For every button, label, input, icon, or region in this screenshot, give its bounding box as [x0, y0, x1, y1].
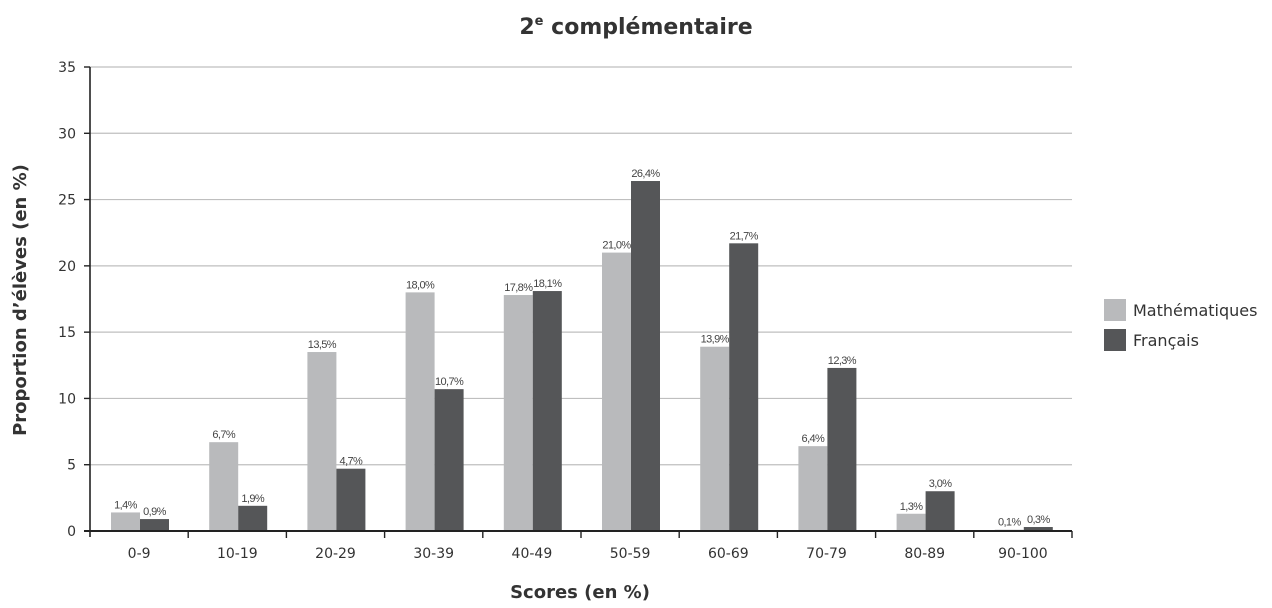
- bar-math-20-29: [307, 352, 337, 531]
- y-axis-title: Proportion d’élèves (en %): [10, 164, 31, 436]
- data-label-francais-0-9: 0,9%: [143, 506, 166, 518]
- legend-label-math: Mathématiques: [1133, 301, 1257, 320]
- x-axis-title: Scores (en %): [510, 582, 650, 603]
- x-tick-labels: 0-9 10-19 20-29 30-39 40-49 50-59 60-69 70-79 80…: [128, 546, 1048, 562]
- data-label-francais-80-89: 3,0%: [929, 478, 952, 490]
- chart-title-superscript: e: [535, 14, 544, 29]
- data-label-math-10-19: 6,7%: [212, 429, 235, 441]
- data-label-math-50-59: 21,0%: [602, 240, 631, 252]
- x-tick-label-20-29: 20-29: [315, 546, 356, 562]
- data-label-francais-40-49: 18,1%: [533, 278, 562, 290]
- y-tick-label-35: 35: [58, 60, 76, 76]
- bar-math-30-39: [405, 292, 435, 531]
- y-tick-label-30: 30: [58, 126, 76, 142]
- data-label-francais-20-29: 4,7%: [340, 456, 363, 468]
- y-tick-label-25: 25: [58, 193, 76, 209]
- bar-math-80-89: [896, 513, 926, 531]
- data-labels: 1,4% 0,9% 6,7% 1,9% 13,5% 4,7% 18,0% 10,7% 17,8%…: [114, 168, 1051, 529]
- y-tick-label-0: 0: [67, 524, 76, 540]
- bar-francais-70-79: [827, 367, 857, 531]
- data-label-math-0-9: 1,4%: [114, 499, 137, 511]
- x-tick-label-40-49: 40-49: [512, 546, 553, 562]
- chart-title-rest: complémentaire: [544, 15, 753, 40]
- bar-francais-40-49: [532, 291, 562, 531]
- chart-title-number: 2: [519, 15, 534, 40]
- x-tick-label-60-69: 60-69: [708, 546, 749, 562]
- y-tick-label-15: 15: [58, 325, 76, 341]
- legend: Mathématiques Français: [1104, 299, 1257, 351]
- bar-math-0-9: [111, 512, 140, 531]
- bar-francais-0-9: [140, 519, 169, 531]
- bar-math-10-19: [209, 442, 239, 531]
- x-tick-label-90-100: 90-100: [998, 546, 1048, 562]
- data-label-math-40-49: 17,8%: [504, 282, 533, 294]
- bar-francais-90-100: [1023, 527, 1053, 531]
- bar-math-50-59: [602, 252, 631, 531]
- bar-francais-50-59: [631, 181, 660, 532]
- x-tick-label-70-79: 70-79: [806, 546, 847, 562]
- bar-math-40-49: [503, 295, 533, 531]
- x-tick-label-10-19: 10-19: [217, 546, 258, 562]
- y-tick-label-20: 20: [58, 259, 76, 275]
- data-label-francais-60-69: 21,7%: [730, 230, 759, 242]
- data-label-math-20-29: 13,5%: [308, 339, 337, 351]
- data-label-francais-30-39: 10,7%: [435, 376, 464, 388]
- axes: [84, 66, 1073, 538]
- legend-label-francais: Français: [1133, 331, 1199, 350]
- bar-francais-60-69: [729, 243, 759, 531]
- bar-math-70-79: [798, 446, 828, 531]
- bar-francais-80-89: [925, 491, 955, 531]
- bar-francais-20-29: [336, 468, 366, 531]
- bars: [111, 181, 1053, 532]
- bar-francais-30-39: [434, 389, 464, 531]
- data-label-francais-50-59: 26,4%: [631, 168, 660, 180]
- legend-swatch-francais: [1104, 329, 1126, 351]
- data-label-math-90-100: 0,1%: [998, 517, 1021, 529]
- data-label-math-60-69: 13,9%: [701, 334, 730, 346]
- gridlines: [90, 66, 1072, 466]
- data-label-math-30-39: 18,0%: [406, 279, 435, 291]
- x-tick-label-0-9: 0-9: [128, 546, 151, 562]
- data-label-francais-90-100: 0,3%: [1027, 514, 1050, 526]
- legend-swatch-math: [1104, 299, 1126, 321]
- x-tick-label-80-89: 80-89: [904, 546, 945, 562]
- bar-francais-10-19: [238, 505, 268, 531]
- data-label-francais-10-19: 1,9%: [241, 493, 264, 505]
- chart-title: 2e complémentaire: [519, 14, 752, 40]
- data-label-math-70-79: 6,4%: [802, 433, 825, 445]
- x-tick-label-50-59: 50-59: [610, 546, 651, 562]
- y-tick-labels: 0 5 10 15 20 25 30 35: [58, 60, 76, 540]
- y-tick-label-5: 5: [67, 458, 76, 474]
- y-tick-label-10: 10: [58, 391, 76, 407]
- x-tick-label-30-39: 30-39: [413, 546, 454, 562]
- data-label-francais-70-79: 12,3%: [828, 355, 857, 367]
- data-label-math-80-89: 1,3%: [900, 501, 923, 513]
- bar-math-60-69: [700, 346, 730, 531]
